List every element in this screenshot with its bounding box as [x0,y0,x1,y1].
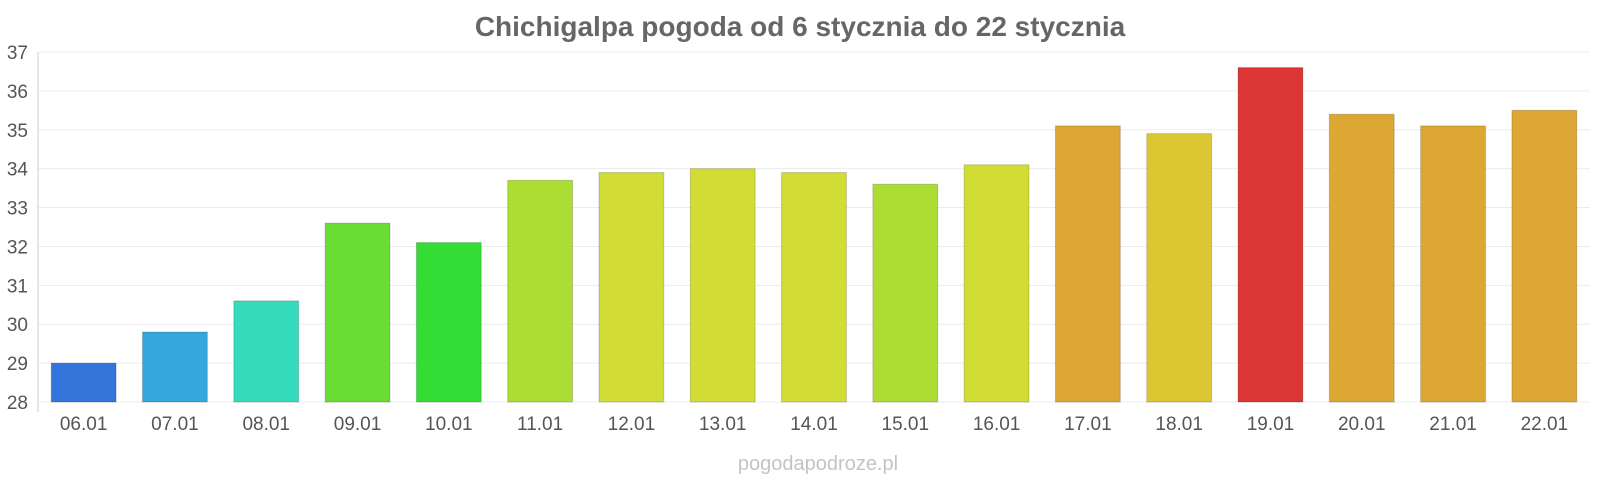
x-tick-label: 20.01 [1338,414,1386,435]
bar-11.01 [507,179,574,403]
bar-14.01 [781,172,847,403]
x-axis-ticks: 06.01 07.01 08.01 09.01 10.01 11.01 12.01 13.01… [60,414,1568,435]
y-tick-label: 32 [7,237,28,258]
bar-13.01 [689,168,756,403]
y-tick-label: 28 [7,393,28,414]
y-tick-label: 30 [7,315,28,336]
x-tick-label: 06.01 [60,414,108,435]
x-tick-label: 10.01 [425,414,473,435]
x-tick-label: 22.01 [1521,414,1569,435]
bar-06.01 [50,362,117,403]
y-tick-label: 35 [7,121,28,142]
bar-19.01 [1237,67,1304,403]
bar-08.01 [233,300,300,403]
bar-12.01 [598,172,665,403]
bar-22.01 [1511,109,1578,403]
x-tick-label: 19.01 [1247,414,1295,435]
bar-18.01 [1146,133,1213,403]
x-tick-label: 07.01 [151,414,199,435]
x-tick-label: 08.01 [242,414,290,435]
y-tick-label: 36 [7,82,28,103]
y-tick-label: 29 [7,354,28,375]
x-tick-label: 13.01 [699,414,747,435]
y-tick-label: 37 [7,43,28,64]
chart-title: Chichigalpa pogoda od 6 stycznia do 22 s… [475,11,1126,42]
watermark: pogodapodroze.pl [738,453,898,475]
bar-21.01 [1420,125,1486,403]
x-tick-label: 12.01 [608,414,656,435]
bar-17.01 [1054,125,1121,403]
y-tick-label: 33 [7,199,28,220]
bars [50,67,1578,403]
x-tick-label: 21.01 [1429,414,1477,435]
x-tick-label: 18.01 [1155,414,1203,435]
x-tick-label: 16.01 [973,414,1021,435]
x-tick-label: 15.01 [882,414,930,435]
y-tick-label: 34 [7,160,29,181]
bar-09.01 [324,222,391,403]
x-tick-label: 11.01 [517,414,563,435]
bar-15.01 [872,183,939,403]
bar-07.01 [142,331,208,403]
y-axis-ticks: 28 29 30 31 32 33 34 35 36 37 [7,43,29,414]
x-tick-label: 09.01 [334,414,382,435]
x-tick-label: 14.01 [790,414,838,435]
x-tick-label: 17.01 [1064,414,1112,435]
y-tick-label: 31 [7,276,28,297]
bar-16.01 [963,164,1030,403]
bar-20.01 [1328,113,1395,403]
bar-10.01 [415,242,482,403]
